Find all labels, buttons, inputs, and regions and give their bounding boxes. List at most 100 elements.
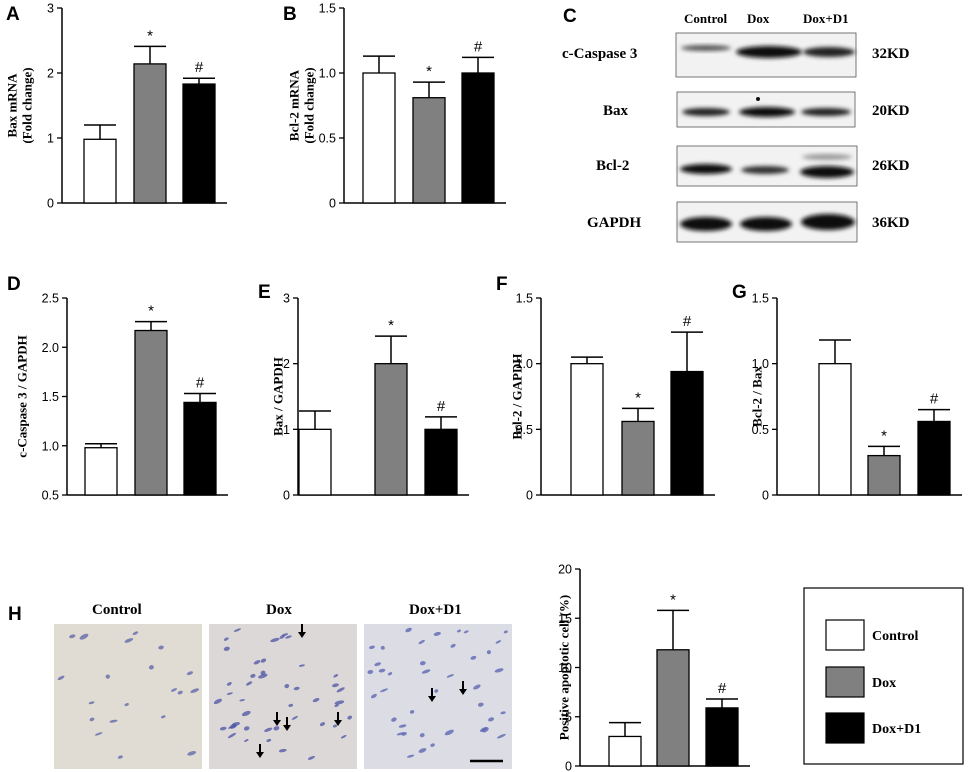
nucleus — [94, 732, 103, 736]
nucleus — [187, 751, 197, 756]
bar-control — [84, 447, 118, 496]
nucleus — [243, 726, 250, 731]
panel-label-e: E — [258, 282, 271, 303]
nucleus — [239, 699, 246, 702]
nucleus — [160, 715, 166, 719]
nucleus — [463, 630, 469, 634]
nucleus — [258, 673, 268, 679]
y-tick-label: 2.0 — [42, 341, 59, 355]
nucleus — [79, 633, 89, 640]
nucleus — [244, 739, 249, 742]
significance-mark-vs-control: * — [670, 591, 676, 608]
blot-strip-gapdh — [676, 201, 858, 243]
bar-dox-d1 — [183, 401, 217, 496]
nucleus — [109, 719, 118, 723]
nucleus — [319, 722, 326, 727]
bar-control — [570, 363, 604, 496]
y-tick-label: 1 — [283, 423, 290, 437]
nucleus — [477, 702, 484, 707]
bar-control — [83, 138, 117, 204]
blot-protein-label-gapdh: GAPDH — [587, 215, 641, 231]
nucleus — [291, 715, 298, 720]
nucleus — [340, 734, 347, 739]
y-tick-label: 15 — [558, 612, 572, 626]
nucleus — [278, 748, 287, 753]
panel-label-b: B — [283, 4, 297, 25]
y-tick-label: 0 — [329, 197, 336, 211]
blot-strip-bcl-2 — [676, 145, 858, 187]
nucleus — [391, 717, 397, 722]
significance-mark-vs-dox: # — [196, 375, 205, 392]
nucleus — [312, 698, 320, 703]
y-axis-label: Bax / GAPDH — [271, 357, 286, 436]
y-axis-label: Bax mRNA(Fold change) — [5, 67, 35, 143]
y-tick-label: 20 — [558, 563, 572, 577]
nucleus — [444, 729, 454, 736]
blot-size-label-36kd: 36KD — [872, 215, 910, 231]
nucleus — [307, 755, 315, 760]
legend: Control Dox Dox+D1 — [803, 587, 964, 765]
nucleus — [396, 732, 405, 736]
y-tick-label: 3 — [47, 2, 54, 16]
bar-dox — [656, 649, 690, 767]
nucleus — [293, 686, 300, 691]
apoptosis-arrows — [256, 624, 467, 758]
nucleus — [264, 727, 273, 732]
nucleus — [374, 662, 382, 667]
significance-mark-vs-control: * — [148, 303, 154, 320]
nucleus — [503, 630, 508, 634]
nucleus — [470, 655, 477, 660]
panel-label-f: F — [496, 274, 508, 295]
nucleus — [446, 674, 454, 678]
nucleus — [334, 700, 345, 705]
y-tick-label: 3 — [283, 292, 290, 306]
bar-dox — [374, 363, 408, 496]
significance-mark-vs-dox: # — [930, 391, 939, 408]
significance-mark-vs-control: * — [147, 27, 153, 44]
arrow-icon — [273, 712, 281, 726]
nucleus — [387, 672, 393, 676]
y-tick-label: 5 — [565, 710, 572, 724]
nucleus — [226, 682, 232, 686]
nucleus — [117, 755, 123, 759]
nucleus — [285, 635, 292, 639]
nucleus — [332, 724, 338, 728]
y-tick-label: 0 — [283, 489, 290, 503]
bar-dox-d1 — [917, 420, 951, 496]
significance-mark-vs-control: * — [426, 63, 432, 80]
nucleus — [334, 704, 339, 707]
nucleus — [219, 726, 227, 731]
nucleus — [369, 645, 375, 650]
chart-panel-f: F 0 0.5 1.0 1.5 Bcl-2 / GAPDH * # — [496, 274, 715, 503]
y-tick-label: 1.0 — [42, 439, 59, 453]
blot-protein-label-bax: Bax — [603, 103, 629, 119]
legend-swatch-dox-d1 — [825, 712, 865, 744]
bar-dox-d1 — [670, 370, 704, 496]
nucleus — [148, 665, 154, 670]
micrograph-image-dox-d1 — [364, 624, 512, 769]
nucleus — [336, 687, 345, 693]
significance-mark-vs-dox: # — [683, 313, 692, 330]
nucleus — [227, 732, 237, 739]
nucleus — [88, 701, 95, 705]
nucleus — [132, 631, 139, 636]
y-tick-label: 0.5 — [752, 423, 769, 437]
nucleus — [170, 688, 178, 692]
western-blot-panel: C Control Dox Dox+D1 c-Caspase 3 Bax Bcl… — [562, 6, 910, 243]
blot-strip-c-caspase-3 — [675, 32, 857, 78]
arrow-icon — [428, 688, 436, 702]
nucleus — [245, 681, 253, 686]
nucleus — [347, 715, 353, 720]
nucleus — [186, 671, 194, 676]
arrow-icon — [459, 681, 467, 695]
nucleus — [406, 754, 415, 758]
bar-control — [818, 363, 852, 496]
nucleus — [190, 688, 200, 693]
nucleus — [124, 703, 129, 707]
y-axis-label: Bcl-2 / GAPDH — [510, 354, 525, 440]
nucleus — [419, 733, 425, 738]
bar-dox — [133, 63, 167, 204]
y-tick-label: 0 — [47, 197, 54, 211]
nucleus — [418, 748, 427, 753]
